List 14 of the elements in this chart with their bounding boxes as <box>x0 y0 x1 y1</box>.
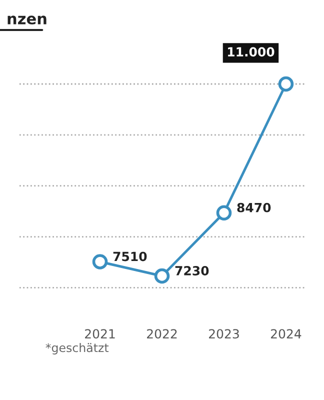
data-label: 8470 <box>237 202 271 212</box>
x-tick-label: 2022 <box>147 329 177 339</box>
point <box>92 254 108 270</box>
point <box>216 205 232 220</box>
data-label: 11.000 <box>228 47 274 57</box>
point <box>278 76 294 92</box>
x-tick-label: 2021 <box>85 329 115 339</box>
data-label: 7230 <box>175 266 209 276</box>
point <box>154 268 170 284</box>
chart-title: nzen <box>8 16 46 24</box>
x-tick-label: 2024 <box>270 329 302 339</box>
data-label: 7510 <box>113 252 147 262</box>
x-tick-label: 2023 <box>208 329 239 339</box>
text: *geschätzt <box>46 343 109 354</box>
